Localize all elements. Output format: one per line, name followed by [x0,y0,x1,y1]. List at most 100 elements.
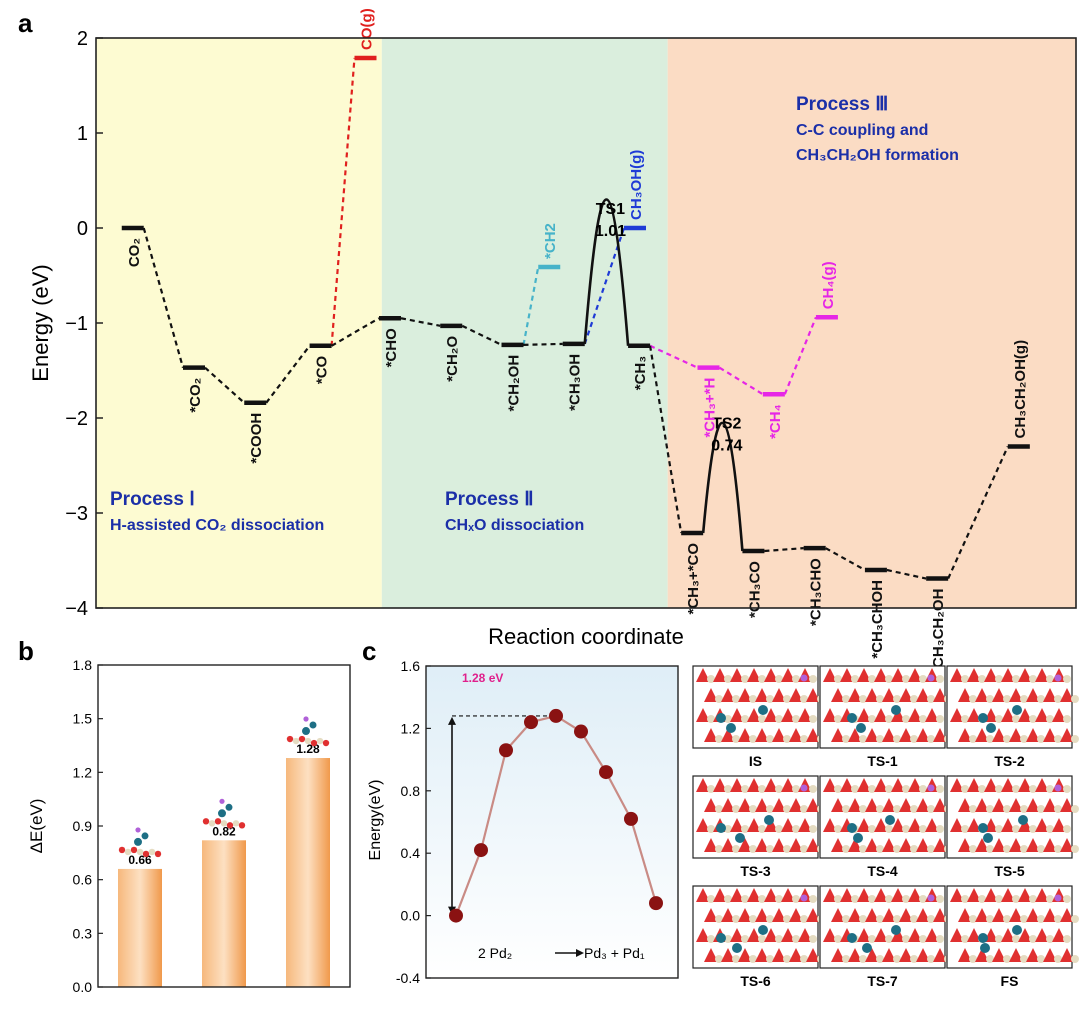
lattice-ce [876,695,884,703]
lattice-ce [809,895,817,903]
adsorbate-h [800,894,808,902]
lattice-ce [986,695,994,703]
lattice-ce [859,695,867,703]
lattice-o [1009,908,1023,922]
lattice-o [755,688,769,702]
structure-ts-2: TS-2 [946,665,1079,769]
panel-b-bar-chart: 1.8 1.5 1.2 0.9 0.6 0.3 0.0 0.660.821.28 ΔE(eV… [27,657,351,995]
lattice-o [1043,798,1057,812]
lattice-o [1026,688,1040,702]
panel-a-y-tick-label: 0 [77,218,88,240]
lattice-o [730,778,744,792]
pd-atom [1018,815,1028,825]
lattice-ce [1071,915,1079,923]
atom-pd [141,832,149,840]
level-label-CH4: *CH₄ [767,404,784,439]
lattice-ce [842,915,850,923]
lattice-ce [1046,895,1054,903]
lattice-o [1018,708,1032,722]
panel-a-x-axis-title: Reaction coordinate [488,624,684,649]
panel-b-y-axis-title: ΔE(eV) [27,799,46,854]
lattice-ce [800,915,808,923]
lattice-ce [961,785,969,793]
lattice-o [713,778,727,792]
lattice-o [781,708,795,722]
atom [286,735,294,743]
lattice-o [899,908,913,922]
lattice-o [1052,708,1066,722]
lattice-o [704,688,718,702]
panel-letter-c: c [362,636,376,666]
lattice-o [806,908,820,922]
lattice-ce [724,675,732,683]
lattice-ce [919,935,927,943]
lattice-ce [842,845,850,853]
lattice-o [1043,688,1057,702]
structure-label-ts-4: TS-4 [867,863,898,879]
adsorbate-h [927,784,935,792]
lattice-o [1043,948,1057,962]
atom [130,846,138,854]
lattice-o [806,798,820,812]
lattice-ce [885,935,893,943]
lattice-o [1060,688,1074,702]
structure-grid: IS TS-1 TS-2 TS-3 TS-4 TS-5 TS-6 TS-7 FS [692,665,1079,989]
level-label-CH3CH2OHg: CH₃CH₂OH(g) [1012,340,1029,439]
lattice-o [1018,818,1032,832]
lattice-ce [995,785,1003,793]
lattice-o [967,928,981,942]
panel-a-levels [121,55,1030,581]
lattice-ce [936,825,944,833]
lattice-ce [927,735,935,743]
lattice-o [721,688,735,702]
lattice-ce [1037,915,1045,923]
lattice-ce [1020,695,1028,703]
lattice-ce [707,715,715,723]
lattice-o [823,778,837,792]
lattice-ce [893,805,901,813]
panel-b-frame [97,664,351,988]
lattice-o [823,818,837,832]
lattice-ce [724,825,732,833]
process-2-subtitle: CHₓO dissociation [445,517,584,534]
lattice-o [958,798,972,812]
lattice-o [755,838,769,852]
atom-pd [302,727,310,736]
level-label-COg: CO(g) [359,8,376,50]
level-label-CH3H: *CH₃+*H [702,378,719,438]
lattice-o [874,888,888,902]
lattice-o [806,728,820,742]
lattice-o [916,688,930,702]
bar-2 [286,758,330,987]
lattice-ce [758,715,766,723]
lattice-ce [766,955,774,963]
adsorbate-h [1054,784,1062,792]
lattice-o [764,668,778,682]
level-label-COads: *CO [314,355,331,384]
lattice-o [789,908,803,922]
pd-atom [885,815,895,825]
lattice-ce [986,845,994,853]
ts-name-ts2: TS2 [712,416,741,433]
lattice-ce [842,805,850,813]
lattice-ce [1020,955,1028,963]
process-2-title: Process Ⅱ [445,489,534,510]
atom [232,820,240,827]
lattice-ce [885,895,893,903]
lattice-o [1052,818,1066,832]
profile-point-8 [649,896,663,911]
lattice-ce [910,805,918,813]
lattice-ce [961,895,969,903]
lattice-o [857,818,871,832]
lattice-o [865,688,879,702]
lattice-o [925,928,939,942]
molecule-inset-1 [202,798,246,829]
lattice-o [831,838,845,852]
lattice-ce [1063,825,1071,833]
panel-a-level-labels: CO₂ *CO₂ *COOH *CO CO(g) *CHO *CH₂O *CH₂OH *CH2 *… [126,8,1029,674]
lattice-ce [1037,695,1045,703]
lattice-ce [809,675,817,683]
lattice-ce [961,675,969,683]
lattice-o [781,888,795,902]
lattice-o [798,818,812,832]
